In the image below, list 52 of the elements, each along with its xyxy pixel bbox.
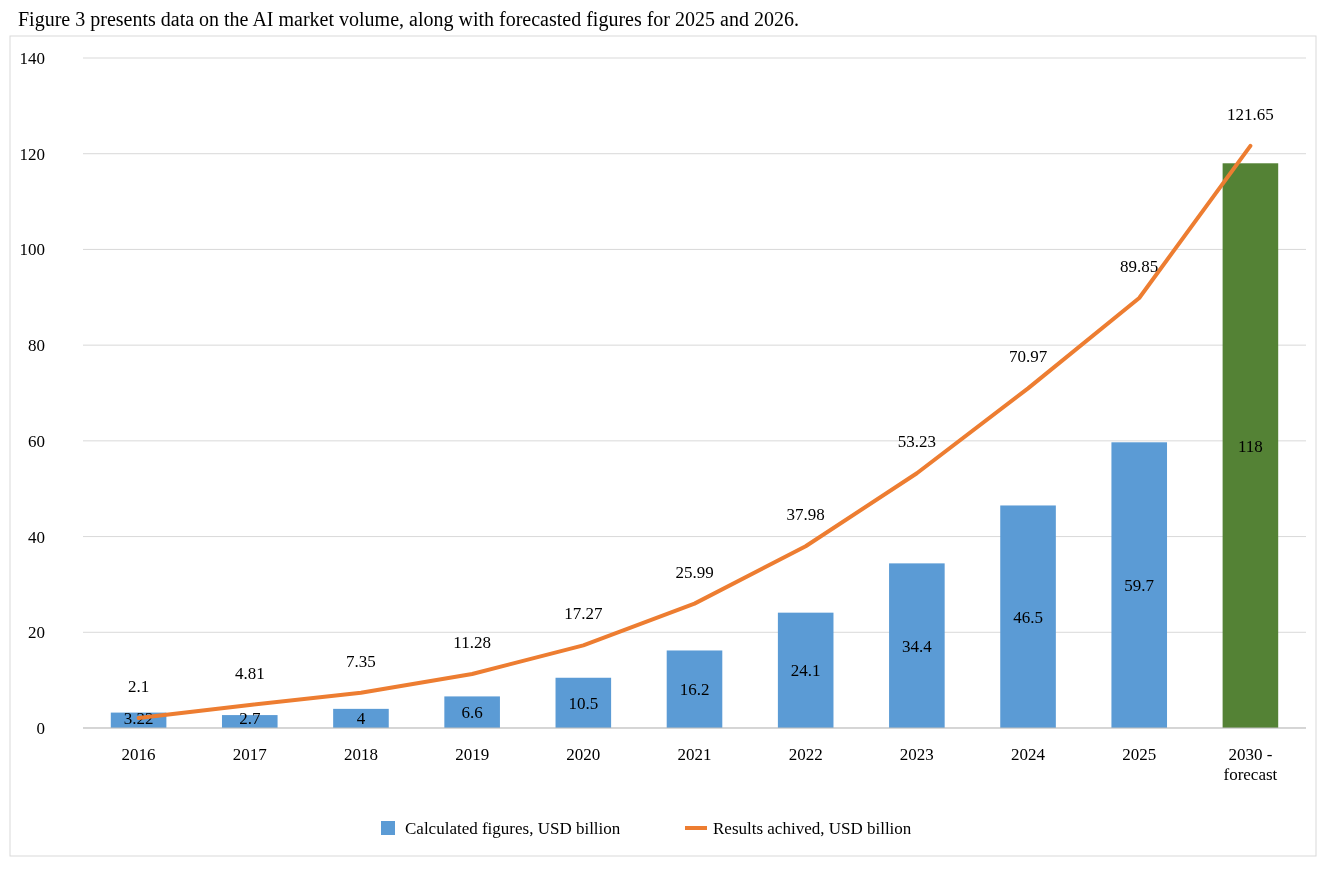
- y-tick-label: 40: [28, 527, 45, 547]
- data-label: 6.6: [461, 703, 483, 723]
- bar: [1222, 163, 1279, 728]
- y-tick-label: 80: [28, 336, 45, 356]
- x-tick-label: 2016: [121, 745, 156, 764]
- bar: [1000, 505, 1056, 728]
- bar: [333, 708, 389, 728]
- data-label: 10.5: [568, 693, 599, 713]
- bar: [555, 677, 612, 728]
- data-label: 89.85: [1120, 257, 1159, 276]
- y-tick-label: 20: [28, 623, 45, 643]
- data-label: 37.98: [786, 505, 825, 525]
- data-label: 4: [356, 709, 366, 728]
- bar: [777, 612, 834, 728]
- data-label: 53.23: [897, 432, 936, 452]
- bar: [889, 563, 945, 728]
- data-label: 2.7: [239, 709, 261, 728]
- y-tick-label: 100: [19, 240, 45, 260]
- y-tick-label: 140: [19, 49, 45, 68]
- x-tick-label: 2023: [899, 745, 934, 764]
- legend-label: Results achived, USD billion: [713, 819, 912, 838]
- y-tick-label: 0: [36, 719, 45, 738]
- data-label: 25.99: [675, 562, 714, 582]
- x-tick-label: 2025: [1122, 745, 1157, 764]
- bar: [444, 696, 500, 728]
- x-tick-label: 2021: [677, 745, 712, 764]
- data-label: 16.2: [679, 680, 710, 700]
- data-label: 59.7: [1124, 576, 1155, 596]
- y-tick-label: 120: [19, 144, 45, 164]
- legend-label: Calculated figures, USD billion: [405, 819, 621, 838]
- y-tick-label: 60: [28, 431, 45, 451]
- data-label: 46.5: [1013, 607, 1043, 627]
- data-label: 34.4: [901, 636, 933, 656]
- x-tick-label: 2022: [788, 745, 823, 764]
- x-tick-label: 2020: [566, 745, 601, 764]
- data-label: 11.28: [453, 633, 491, 653]
- data-label: 70.97: [1008, 347, 1048, 367]
- data-label: 7.35: [346, 651, 376, 671]
- data-label: 4.81: [234, 663, 265, 683]
- x-tick-label: 2019: [455, 745, 490, 764]
- chart-title: Figure 3 presents data on the AI market volume, along with forecasted figures for 2025 and 2026.: [18, 8, 799, 31]
- bar: [1111, 442, 1168, 728]
- x-tick-label: 2024: [1011, 745, 1046, 764]
- x-tick-label: 2017: [232, 745, 268, 764]
- data-label: 24.1: [790, 661, 821, 681]
- data-label: 118: [1237, 436, 1263, 456]
- data-label: 121.65: [1227, 104, 1274, 124]
- x-tick-label: 2018: [343, 745, 378, 764]
- x-tick-label: 2030 - forecast: [1223, 745, 1278, 784]
- data-label: 2.1: [127, 676, 150, 696]
- bar: [666, 650, 723, 728]
- data-label: 17.27: [564, 604, 603, 624]
